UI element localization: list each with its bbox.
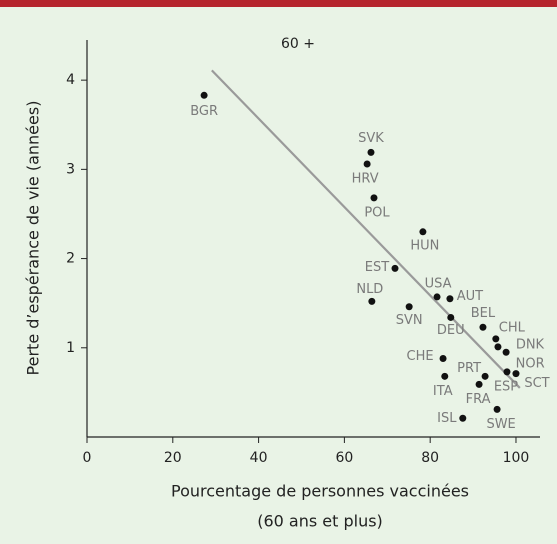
point-label: SVK: [358, 131, 384, 146]
y-tick-label: 2: [66, 251, 75, 267]
point-label: NOR: [516, 357, 545, 372]
point-label: ISL: [437, 411, 457, 426]
point-label: DEU: [437, 323, 465, 338]
x-axis-label: Pourcentage de personnes vaccinées: [171, 482, 469, 501]
point: [433, 293, 441, 301]
y-tick-label: 1: [66, 340, 75, 356]
point-label: CHE: [407, 349, 434, 364]
trend-line: [211, 69, 521, 389]
point: [492, 335, 500, 343]
point-label: CHL: [499, 320, 526, 335]
point: [441, 372, 449, 380]
point-label: EST: [365, 260, 389, 275]
point: [459, 414, 467, 422]
x-tick-label: 20: [164, 450, 182, 466]
point: [363, 160, 371, 168]
x-axis-label: (60 ans et plus): [257, 512, 383, 531]
point: [503, 368, 511, 376]
point: [370, 194, 378, 202]
point: [439, 354, 447, 362]
point: [200, 91, 208, 99]
point-label: SWE: [486, 417, 515, 432]
point: [479, 323, 487, 331]
point-label: SVN: [396, 313, 423, 328]
point: [405, 303, 413, 311]
y-tick-label: 4: [66, 72, 75, 88]
point: [446, 295, 454, 303]
point-label: NLD: [356, 282, 383, 297]
point: [367, 148, 375, 156]
x-tick-label: 60: [335, 450, 353, 466]
point-label: ITA: [433, 384, 453, 399]
x-tick-label: 40: [250, 450, 268, 466]
top-bar: [0, 0, 557, 7]
point-label: BEL: [471, 306, 496, 321]
point-label: BGR: [190, 104, 218, 119]
point: [419, 228, 427, 236]
point-label: USA: [425, 276, 452, 291]
x-tick-label: 100: [503, 450, 530, 466]
x-tick-label: 80: [421, 450, 439, 466]
point: [475, 380, 483, 388]
point-label: FRA: [466, 392, 491, 407]
point: [368, 297, 376, 305]
point: [447, 313, 455, 321]
point-label: POL: [364, 205, 390, 220]
point-label: HUN: [410, 238, 439, 253]
point-label: DNK: [516, 337, 545, 352]
point: [391, 264, 399, 272]
point-label: SCT: [524, 376, 549, 391]
point: [481, 372, 489, 380]
x-tick-label: 0: [83, 450, 92, 466]
y-axis-label: Perte d’espérance de vie (années): [24, 101, 43, 376]
point-label: PRT: [457, 361, 481, 376]
point: [502, 348, 510, 356]
point: [512, 370, 520, 378]
point-label: ESP: [494, 379, 518, 394]
point: [493, 405, 501, 413]
point-label: HRV: [352, 172, 379, 187]
chart-title: 60 +: [281, 36, 315, 52]
y-tick-label: 3: [66, 161, 75, 177]
point: [494, 343, 502, 351]
point-label: AUT: [457, 289, 483, 304]
